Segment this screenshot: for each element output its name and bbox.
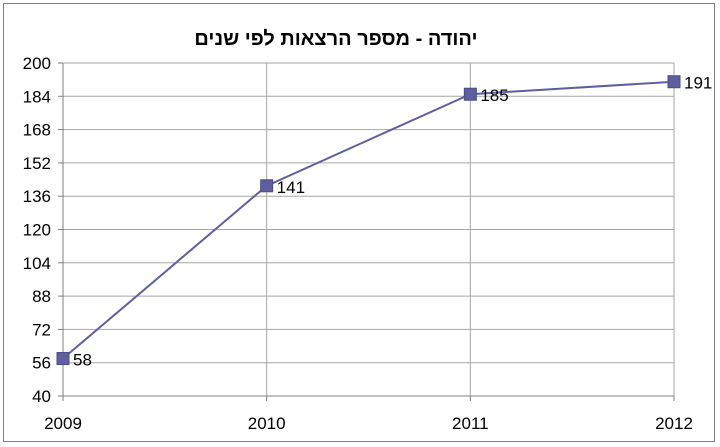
- y-tick-label: 120: [23, 221, 51, 240]
- x-tick-label: 2010: [248, 414, 286, 433]
- data-label: 191: [684, 74, 712, 93]
- y-tick-label: 136: [23, 187, 51, 206]
- x-tick-labels: 2009 2010 2011 2012: [44, 414, 693, 433]
- gridlines: [62, 62, 675, 397]
- y-tick-label: 40: [32, 387, 51, 406]
- series-line: [62, 80, 675, 360]
- data-point-marker: [260, 179, 274, 193]
- x-tick-label: 2012: [655, 414, 693, 433]
- data-point-marker: [463, 87, 477, 101]
- y-tick-label: 104: [23, 254, 51, 273]
- y-tick-label: 168: [23, 121, 51, 140]
- series-line-group: [56, 75, 681, 366]
- y-tick-label: 56: [32, 354, 51, 373]
- chart-title: יהודה - מספר הרצאות לפי שנים: [194, 28, 477, 50]
- y-tick-label: 184: [23, 87, 51, 106]
- axes: [58, 62, 675, 401]
- x-tick-label: 2009: [44, 414, 82, 433]
- data-label: 141: [277, 178, 305, 197]
- y-tick-labels: 40 56 72 88 104 120 136 152 168 184 200: [23, 54, 51, 406]
- y-tick-label: 200: [23, 54, 51, 73]
- y-tick-label: 88: [32, 287, 51, 306]
- y-tick-label: 72: [32, 320, 51, 339]
- data-point-marker: [667, 75, 681, 89]
- y-tick-label: 152: [23, 154, 51, 173]
- data-label: 58: [73, 351, 92, 370]
- data-point-marker: [56, 352, 70, 366]
- chart-frame: [3, 3, 715, 442]
- data-label: 185: [480, 86, 508, 105]
- data-labels: 58 141 185 191: [73, 74, 712, 370]
- x-tick-label: 2011: [452, 414, 489, 433]
